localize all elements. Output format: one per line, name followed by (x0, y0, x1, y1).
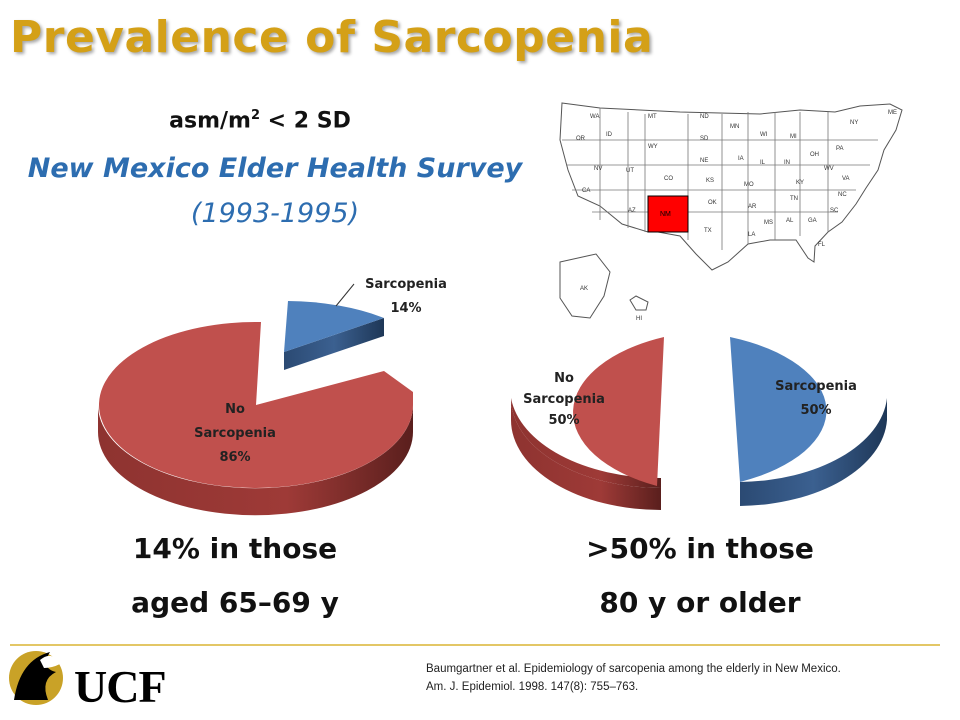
map-state-label: AL (786, 218, 794, 224)
map-state-label: IA (738, 156, 744, 162)
caption-right-line1: >50% in those (586, 532, 814, 565)
citation: Baumgartner et al. Epidemiology of sarco… (426, 663, 841, 693)
pie-chart-65-69: Sarcopenia 14% No Sarcopenia 86% (98, 277, 447, 516)
map-nm-label: NM (660, 211, 671, 218)
pie-slice-sarcopenia (284, 301, 384, 352)
map-state-label: WI (760, 132, 768, 138)
map-state-label: OR (576, 136, 586, 142)
map-state-label: MI (790, 134, 797, 140)
pie-slice-sarcopenia-side (284, 318, 384, 370)
criterion-prefix: asm/m (169, 108, 251, 134)
pie-slice-sarcopenia-side (740, 398, 887, 506)
map-state-label: ID (606, 132, 613, 138)
map-state-label: MS (764, 220, 773, 226)
map-state-label: SD (700, 136, 709, 142)
map-state-label: UT (626, 168, 634, 174)
map-state-label: HI (636, 316, 642, 322)
criterion-superscript: 2 (250, 108, 261, 123)
map-state-label: TX (704, 228, 712, 234)
map-state-label: AZ (628, 208, 636, 214)
caption-right-line2: 80 y or older (599, 586, 801, 619)
map-state-label: LA (748, 232, 755, 238)
pie-slice-sarcopenia (730, 337, 827, 482)
pie-slice-no-sarcopenia (99, 321, 414, 488)
map-state-label: AR (748, 204, 757, 210)
map-state-label: NV (594, 166, 602, 172)
caption-left-line2: aged 65–69 y (131, 586, 339, 619)
ucf-pegasus-emblem (9, 651, 63, 705)
map-state-label: KY (796, 180, 804, 186)
map-state-label: KS (706, 178, 714, 184)
us-map: NM WA OR ID MT ND MN WI MI NY ME WY SD IA NE IL IN OH PA N… (559, 102, 903, 322)
slide-title: Prevalence of Sarcopenia (10, 12, 654, 63)
pie-chart-80-plus: No Sarcopenia 50% Sarcopenia 50% (511, 337, 887, 510)
map-state-label: IN (784, 160, 790, 166)
map-state-label: CA (582, 188, 590, 194)
data-label-no-sarcopenia-value: 50% (548, 413, 579, 428)
pie-slice-no-sarcopenia (573, 337, 664, 486)
map-state-label: WA (590, 114, 599, 120)
map-state-label: OH (810, 152, 819, 158)
map-state-label: WV (824, 166, 834, 172)
emblem-head (40, 655, 60, 668)
data-label-no-sarcopenia-value: 86% (219, 450, 250, 465)
survey-years: (1993-1995) (190, 198, 360, 229)
map-state-label: ND (700, 114, 709, 120)
data-label-no-sarcopenia-no: No (225, 402, 245, 417)
map-state-label: ME (888, 110, 897, 116)
map-state-label: FL (818, 242, 826, 248)
caption-left-line1: 14% in those (132, 532, 338, 565)
map-state-label: NY (850, 120, 858, 126)
data-label-no-sarcopenia-name: Sarcopenia (523, 392, 605, 407)
map-state-label: AK (580, 286, 588, 292)
data-label-sarcopenia-value: 14% (390, 301, 421, 316)
us-map-state-lines (562, 108, 878, 250)
survey-name: New Mexico Elder Health Survey (27, 153, 523, 184)
hawaii-outline (629, 295, 649, 311)
data-label-sarcopenia-value: 50% (800, 403, 831, 418)
map-state-label: SC (830, 208, 839, 214)
map-state-label: MT (648, 114, 657, 120)
criterion-suffix: < 2 SD (260, 108, 351, 134)
map-state-label: MN (730, 124, 739, 130)
ucf-logo-text: UCF (74, 661, 167, 712)
map-state-labels: WA OR ID MT ND MN WI MI NY ME WY SD IA NE IL IN OH PA NV UT… (576, 110, 897, 322)
pie-slice-no-sarcopenia-side (98, 405, 413, 516)
map-state-label: PA (836, 146, 844, 152)
us-map-outline (559, 102, 903, 319)
map-state-label: IL (760, 160, 766, 166)
map-state-label: CO (664, 176, 673, 182)
footer-rule (10, 644, 940, 646)
map-state-label: VA (842, 176, 850, 182)
data-label-sarcopenia-name: Sarcopenia (365, 277, 447, 292)
map-state-label: WY (648, 144, 658, 150)
pie-slice-no-sarcopenia-side-lower (511, 398, 661, 510)
map-state-label: MO (744, 182, 754, 188)
sarcopenia-criterion: asm/m2 < 2 SD (110, 108, 410, 133)
leader-line (335, 283, 355, 307)
map-state-label: NE (700, 158, 708, 164)
new-mexico-highlight (647, 195, 689, 233)
data-label-no-sarcopenia-no: No (554, 371, 574, 386)
map-state-label: OK (708, 200, 717, 206)
data-label-no-sarcopenia-name: Sarcopenia (194, 426, 276, 441)
data-label-sarcopenia-name: Sarcopenia (775, 379, 857, 394)
map-state-label: GA (808, 218, 817, 224)
alaska-outline (559, 253, 611, 319)
map-state-label: NC (838, 192, 847, 198)
lower48-outline (559, 102, 903, 271)
map-state-label: TN (790, 196, 798, 202)
